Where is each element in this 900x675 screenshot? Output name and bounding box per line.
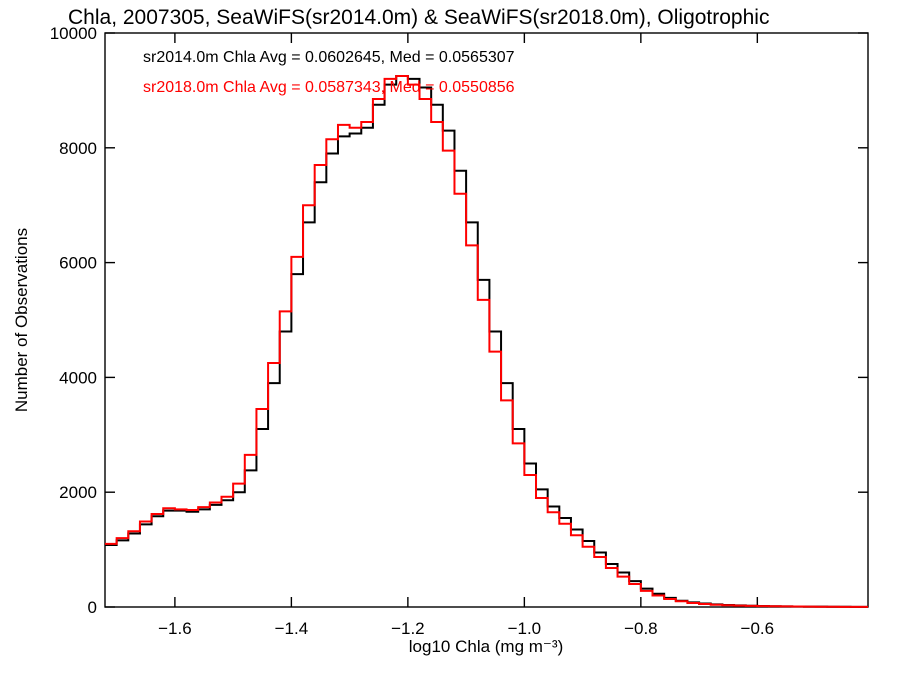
y-axis-label: Number of Observations: [12, 228, 31, 412]
y-tick-label: 2000: [59, 483, 97, 502]
y-tick-label: 0: [88, 598, 97, 617]
x-tick-label: −1.2: [391, 619, 425, 638]
annotation-sr2018: sr2018.0m Chla Avg = 0.0587343, Med = 0.…: [143, 79, 515, 96]
x-axis-label: log10 Chla (mg m⁻³): [409, 637, 563, 656]
chart-title: Chla, 2007305, SeaWiFS(sr2014.0m) & SeaW…: [68, 6, 769, 29]
y-axis: 0 2000 4000 6000 8000 10000: [50, 24, 868, 617]
y-tick-label: 6000: [59, 254, 97, 273]
series-sr2018-line: [105, 75, 868, 608]
x-tick-label: −0.8: [624, 619, 658, 638]
x-tick-label: −1.6: [158, 619, 192, 638]
plot-frame: [104, 32, 869, 608]
y-tick-label: 10000: [50, 24, 97, 43]
x-tick-label: −0.6: [741, 619, 775, 638]
annotation-sr2014: sr2014.0m Chla Avg = 0.0602645, Med = 0.…: [143, 49, 515, 66]
y-tick-label: 4000: [59, 368, 97, 387]
x-tick-label: −1.0: [508, 619, 542, 638]
x-tick-label: −1.4: [275, 619, 309, 638]
x-axis: −1.6 −1.4 −1.2 −1.0 −0.8 −0.6: [158, 33, 774, 638]
y-tick-label: 8000: [59, 139, 97, 158]
series-sr2014-line: [105, 75, 868, 608]
series-layer: [105, 75, 868, 608]
